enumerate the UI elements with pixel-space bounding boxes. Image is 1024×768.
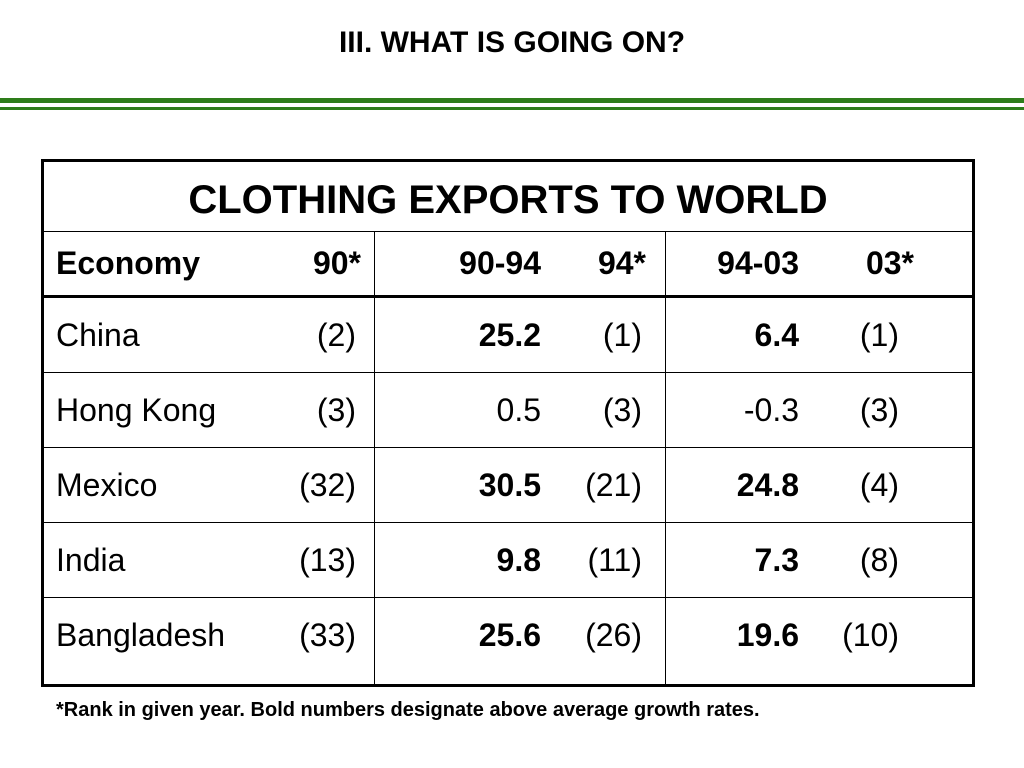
table-title: CLOTHING EXPORTS TO WORLD [44, 162, 972, 232]
cell-rank-03: (10) [842, 617, 899, 653]
table-row: India (13) 9.8 (11) 7.3 (8) [44, 523, 972, 598]
cell-rank-90: (2) [316, 316, 356, 353]
cell-rank-94: (3) [602, 391, 642, 428]
cell-growth-90-94: 0.5 [496, 391, 541, 428]
slide-title: III. WHAT IS GOING ON? [338, 26, 686, 59]
cell-growth-94-03: 24.8 [736, 466, 799, 503]
cell-economy: Hong Kong [56, 391, 217, 428]
cell-economy: Mexico [56, 466, 158, 503]
table-row: Hong Kong (3) 0.5 (3) -0.3 (3) [44, 373, 972, 448]
cell-growth-94-03: 6.4 [754, 316, 799, 353]
cell-rank-94: (21) [585, 466, 642, 503]
cell-rank-03: (1) [859, 316, 899, 353]
cell-rank-94: (1) [602, 316, 642, 353]
header-rank-94: 94* [597, 245, 646, 281]
header-growth-94-03: 94-03 [717, 245, 799, 281]
cell-rank-90: (32) [299, 466, 356, 503]
title-divider-thin [0, 107, 1024, 110]
cell-rank-90: (13) [299, 541, 356, 578]
title-divider-thick [0, 98, 1024, 103]
column-divider-2 [665, 232, 666, 687]
footnote: *Rank in given year. Bold numbers design… [56, 699, 760, 721]
header-economy: Economy [56, 245, 201, 281]
header-rank-03: 03* [865, 245, 914, 281]
cell-growth-94-03: -0.3 [743, 391, 799, 428]
cell-growth-90-94: 25.2 [478, 316, 541, 353]
cell-growth-90-94: 25.6 [478, 617, 541, 653]
cell-economy: Bangladesh [56, 617, 226, 653]
column-divider-1 [374, 232, 375, 687]
header-growth-90-94: 90-94 [459, 245, 541, 281]
cell-rank-03: (3) [859, 391, 899, 428]
table-row: China (2) 25.2 (1) 6.4 (1) [44, 298, 972, 373]
cell-economy: China [56, 316, 140, 353]
table-header-row: Economy 90* 90-94 94* 94-03 03* [44, 232, 972, 298]
cell-rank-03: (8) [859, 541, 899, 578]
cell-growth-94-03: 7.3 [754, 541, 799, 578]
table-row: Bangladesh (33) 25.6 (26) 19.6 (10) [44, 598, 972, 673]
exports-table: CLOTHING EXPORTS TO WORLD Economy 90* 90… [41, 159, 975, 687]
cell-rank-03: (4) [859, 466, 899, 503]
cell-rank-90: (33) [299, 617, 356, 653]
cell-rank-90: (3) [316, 391, 356, 428]
cell-economy: India [56, 541, 126, 578]
cell-rank-94: (11) [587, 541, 642, 578]
header-rank-90: 90* [312, 245, 361, 281]
cell-growth-90-94: 30.5 [478, 466, 541, 503]
cell-rank-94: (26) [585, 617, 642, 653]
cell-growth-94-03: 19.6 [736, 617, 799, 653]
table-row: Mexico (32) 30.5 (21) 24.8 (4) [44, 448, 972, 523]
cell-growth-90-94: 9.8 [496, 541, 541, 578]
